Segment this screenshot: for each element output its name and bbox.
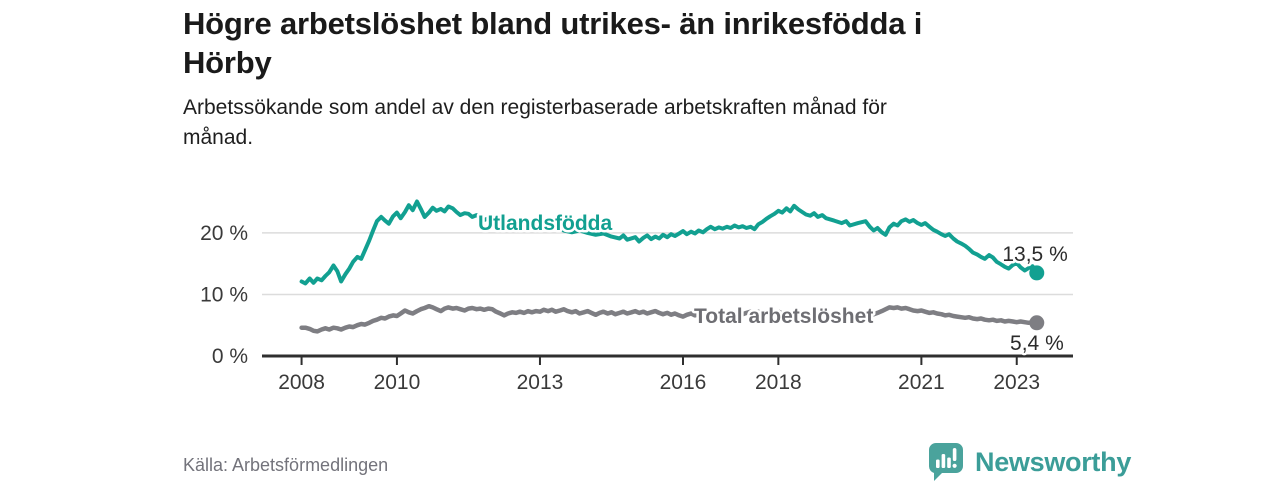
y-tick-label: 10 %: [200, 283, 248, 306]
series-end-label-utlandsfodda: 13,5 %: [1002, 243, 1067, 266]
series-end-dot-total-arbetsloshet: [1029, 315, 1045, 331]
x-tick-label: 2018: [755, 371, 802, 394]
source-attribution: Källa: Arbetsförmedlingen: [183, 455, 389, 475]
page-title: Högre arbetslöshet bland utrikes- än inr…: [183, 4, 1103, 82]
x-tick-label: 2013: [517, 371, 564, 394]
series-line-utlandsfodda: [299, 199, 1039, 286]
series-inline-label-utlandsfodda: Utlandsfödda: [478, 212, 612, 235]
x-tick-label: 2016: [660, 371, 707, 394]
subtitle-line-1: Arbetssökande som andel av den registerb…: [183, 96, 887, 119]
chart-subtitle: Arbetssökande som andel av den registerb…: [183, 93, 1043, 153]
series-inline-label-total-arbetsloshet: Total arbetslöshet: [694, 305, 873, 328]
subtitle-line-2: månad.: [183, 126, 254, 149]
x-tick-label: 2023: [993, 371, 1040, 394]
bar-chart-speech-bubble-icon: [929, 443, 963, 481]
title-line-2: Hörby: [183, 45, 272, 80]
title-line-1: Högre arbetslöshet bland utrikes- än inr…: [183, 6, 923, 41]
series-end-dot-utlandsfodda: [1029, 265, 1045, 281]
x-tick-label: 2008: [278, 371, 325, 394]
brand-wordmark: Newsworthy: [975, 446, 1132, 477]
x-tick-label: 2021: [898, 371, 945, 394]
y-tick-label: 0 %: [212, 345, 248, 368]
series-end-label-total-arbetsloshet: 5,4 %: [1010, 332, 1064, 355]
newsworthy-logo: Newsworthy: [928, 442, 1131, 482]
y-tick-label: 20 %: [200, 222, 248, 245]
x-tick-label: 2010: [374, 371, 421, 394]
series-line-total-arbetsloshet: [299, 303, 1040, 334]
